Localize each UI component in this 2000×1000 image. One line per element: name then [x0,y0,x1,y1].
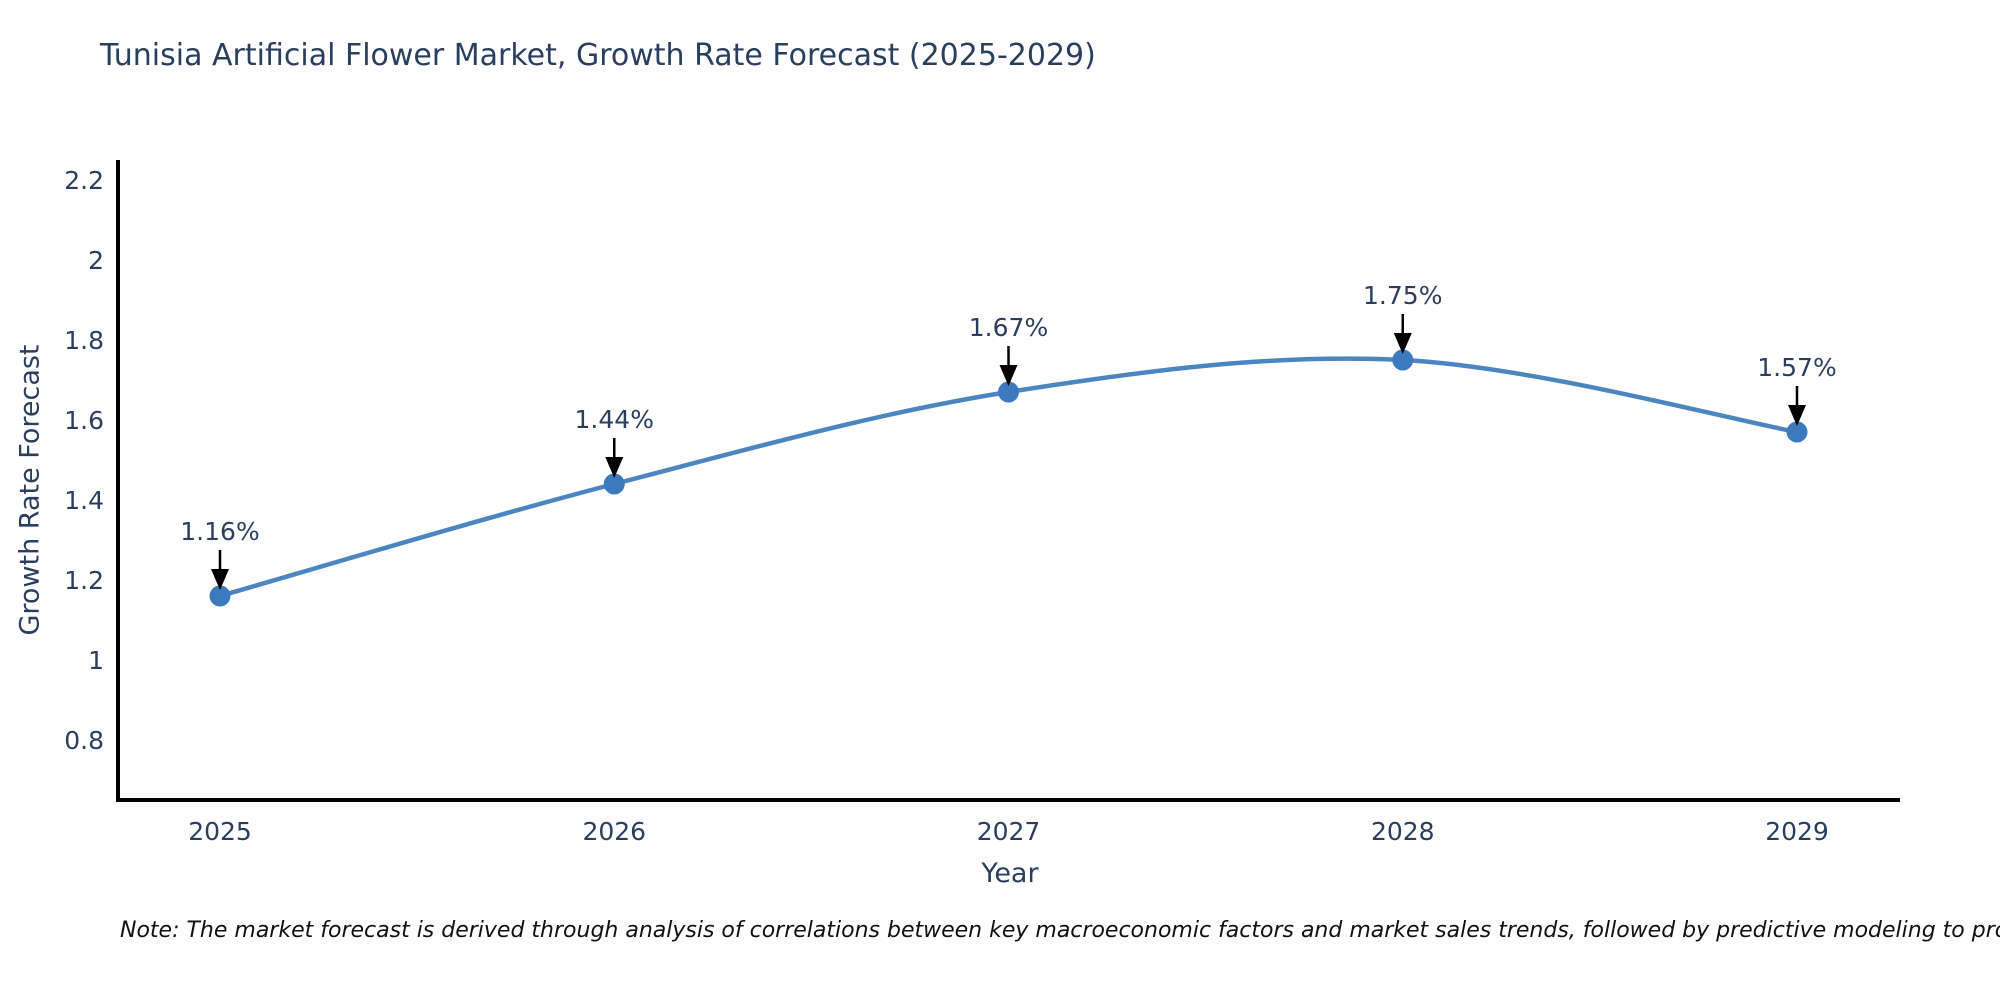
annotation-arrowhead-icon [211,569,229,590]
y-tick-label: 1.2 [64,566,104,595]
x-axis-title: Year [981,858,1039,889]
x-tick-label: 2027 [977,817,1041,846]
annotation-arrowhead-icon [999,365,1018,386]
footnote: Note: The market forecast is derived thr… [120,918,2000,943]
data-point-marker[interactable] [998,381,1019,403]
data-point-label: 1.75% [1363,281,1442,310]
data-point-label: 1.16% [180,517,259,546]
data-point-label: 1.67% [969,313,1048,342]
y-tick-label: 2 [88,246,104,275]
x-tick-label: 2026 [582,817,646,846]
y-tick-label: 1.8 [64,326,104,355]
chart-title: Tunisia Artificial Flower Market, Growth… [100,38,1096,73]
data-point-marker[interactable] [1392,349,1414,371]
y-tick-label: 0.8 [64,726,104,755]
data-point-marker[interactable] [1786,421,1808,443]
data-point-marker[interactable] [603,473,625,495]
data-point-label: 1.44% [575,405,654,434]
data-point-marker[interactable] [209,585,231,607]
x-tick-label: 2029 [1765,817,1829,846]
x-tick-label: 2025 [188,817,252,846]
y-tick-label: 1 [88,646,104,675]
x-tick-label: 2028 [1371,817,1435,846]
y-tick-label: 1.6 [64,406,104,435]
y-tick-label: 1.4 [64,486,104,515]
annotation-arrowhead-icon [605,457,624,478]
annotation-arrowhead-icon [1393,333,1412,354]
data-point-label: 1.57% [1757,353,1836,382]
y-tick-label: 2.2 [64,166,104,195]
annotation-arrowhead-icon [1788,405,1806,426]
